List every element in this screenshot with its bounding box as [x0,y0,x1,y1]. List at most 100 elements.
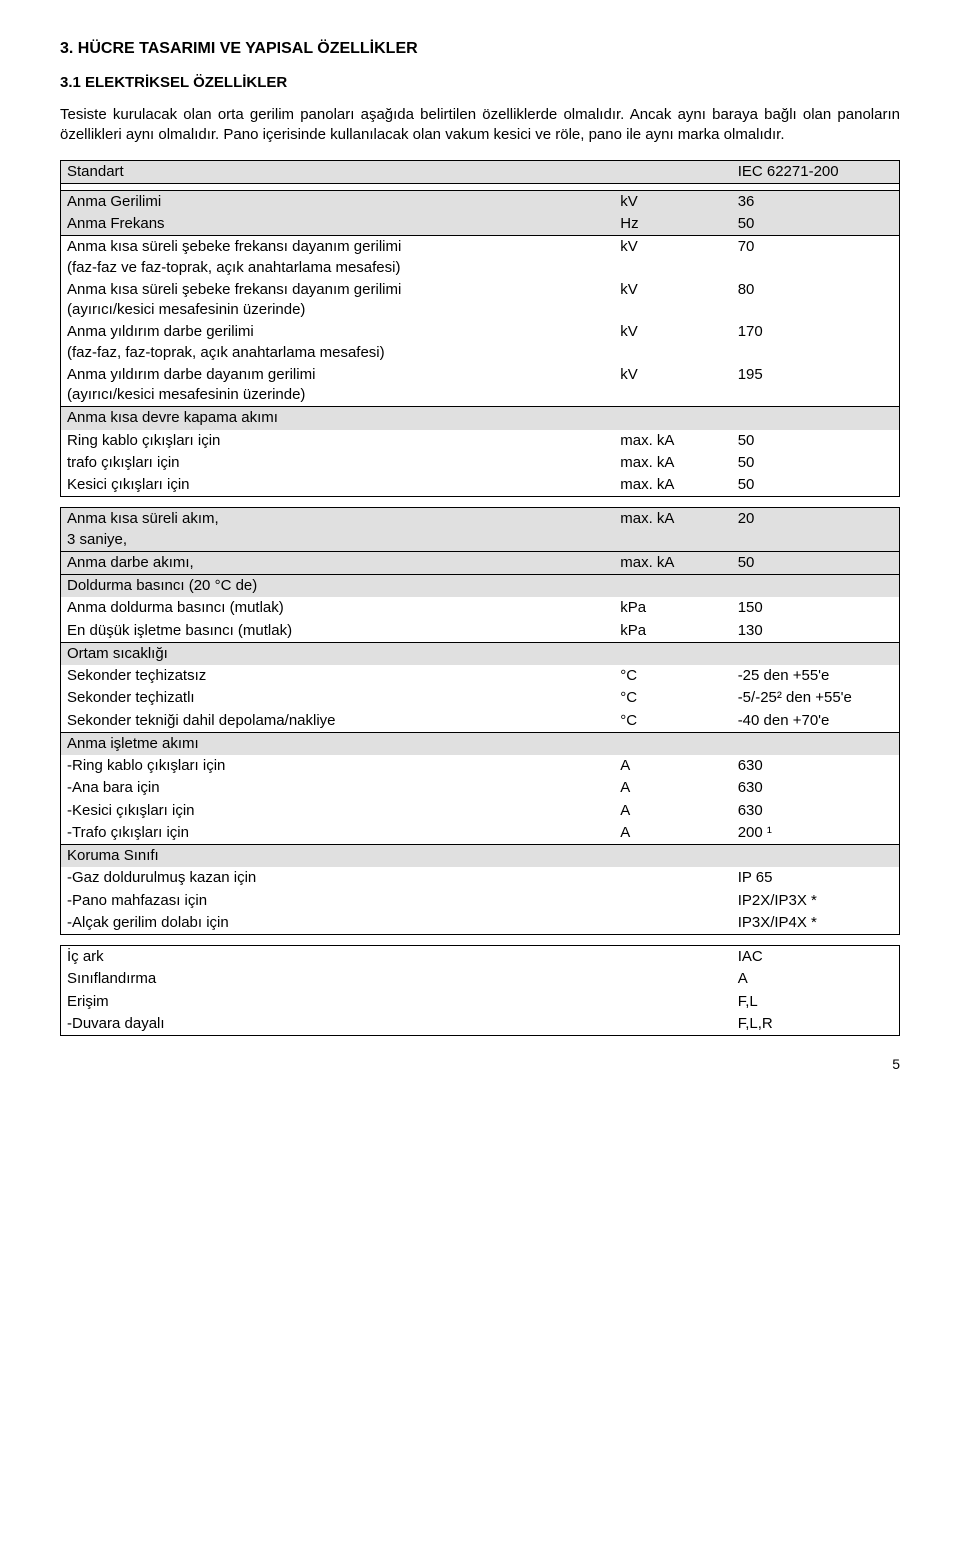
cell: 70 [732,236,900,279]
cell: Anma yıldırım darbe gerilimi (faz-faz, f… [61,321,615,364]
cell: kV [614,279,731,322]
cell: -Ana bara için [61,777,615,799]
cell [614,968,731,990]
spacer [61,183,900,190]
cell: Ring kablo çıkışları için [61,430,615,452]
cell: -5/-25² den +55'e [732,687,900,709]
cell: IP2X/IP3X * [732,890,900,912]
cell: °C [614,687,731,709]
cell: A [732,968,900,990]
cell: Erişim [61,991,615,1013]
text: Anma yıldırım darbe dayanım gerilimi (ay… [67,366,315,403]
group-header: Ortam sıcaklığı [61,642,900,665]
cell: -40 den +70'e [732,710,900,733]
heading-1: 3. HÜCRE TASARIMI VE YAPISAL ÖZELLİKLER [60,40,900,58]
cell: Anma darbe akımı, [61,551,615,574]
spec-table-3: İç ark IAC Sınıflandırma A Erişim F,L -D… [60,945,900,1036]
cell: F,L,R [732,1013,900,1036]
cell: °C [614,665,731,687]
cell [614,991,731,1013]
cell: trafo çıkışları için [61,452,615,474]
cell: max. kA [614,508,731,552]
cell: 150 [732,597,900,619]
cell: 630 [732,755,900,777]
cell: max. kA [614,430,731,452]
cell: F,L [732,991,900,1013]
group-header: Anma işletme akımı [61,732,900,755]
cell: 36 [732,190,900,213]
cell: A [614,755,731,777]
cell: 170 [732,321,900,364]
cell: Anma doldurma basıncı (mutlak) [61,597,615,619]
cell: 630 [732,777,900,799]
text: Anma yıldırım darbe gerilimi (faz-faz, f… [67,323,385,360]
cell: max. kA [614,474,731,497]
cell: En düşük işletme basıncı (mutlak) [61,620,615,643]
cell: -Kesici çıkışları için [61,800,615,822]
cell [614,946,731,969]
cell: Anma Gerilimi [61,190,615,213]
cell: -Trafo çıkışları için [61,822,615,845]
cell [614,890,731,912]
cell: Sekonder teçhizatsız [61,665,615,687]
cell: Anma yıldırım darbe dayanım gerilimi (ay… [61,364,615,407]
spec-table-1: Standart IEC 62271-200 Anma Gerilimi kV … [60,160,900,498]
cell: -Gaz doldurulmuş kazan için [61,867,615,889]
cell: 50 [732,452,900,474]
cell [614,867,731,889]
cell [614,1013,731,1036]
cell: Anma Frekans [61,213,615,236]
cell: IP 65 [732,867,900,889]
heading-2: 3.1 ELEKTRİKSEL ÖZELLİKLER [60,74,900,91]
cell: İç ark [61,946,615,969]
cell [614,160,731,183]
cell: kV [614,236,731,279]
page-number: 5 [60,1056,900,1072]
text: Anma kısa süreli akım, 3 saniye, [67,510,219,547]
cell: 20 [732,508,900,552]
cell: kPa [614,597,731,619]
cell: 630 [732,800,900,822]
text: Anma kısa süreli şebeke frekansı dayanım… [67,238,401,275]
cell: °C [614,710,731,733]
cell: IAC [732,946,900,969]
intro-paragraph: Tesiste kurulacak olan orta gerilim pano… [60,105,900,146]
text: Anma kısa süreli şebeke frekansı dayanım… [67,281,401,318]
cell: 50 [732,474,900,497]
cell: IP3X/IP4X * [732,912,900,935]
cell: A [614,822,731,845]
cell: A [614,777,731,799]
cell: 200 ¹ [732,822,900,845]
cell: kPa [614,620,731,643]
cell: Hz [614,213,731,236]
cell: 50 [732,430,900,452]
standard-value: IEC 62271-200 [732,160,900,183]
cell: 50 [732,551,900,574]
cell: max. kA [614,452,731,474]
cell: Sekonder tekniği dahil depolama/nakliye [61,710,615,733]
cell: Anma kısa süreli şebeke frekansı dayanım… [61,236,615,279]
cell: kV [614,190,731,213]
cell: max. kA [614,551,731,574]
cell: -Ring kablo çıkışları için [61,755,615,777]
cell: kV [614,364,731,407]
cell: 80 [732,279,900,322]
standard-label: Standart [61,160,615,183]
group-header: Anma kısa devre kapama akımı [61,407,900,430]
cell: -Alçak gerilim dolabı için [61,912,615,935]
cell: 50 [732,213,900,236]
cell: -25 den +55'e [732,665,900,687]
cell: A [614,800,731,822]
cell [614,912,731,935]
cell: Anma kısa süreli akım, 3 saniye, [61,508,615,552]
spec-table-2: Anma kısa süreli akım, 3 saniye, max. kA… [60,507,900,935]
cell: 130 [732,620,900,643]
group-header: Doldurma basıncı (20 °C de) [61,575,900,598]
cell: Anma kısa süreli şebeke frekansı dayanım… [61,279,615,322]
cell: -Pano mahfazası için [61,890,615,912]
cell: Sekonder teçhizatlı [61,687,615,709]
cell: 195 [732,364,900,407]
cell: Sınıflandırma [61,968,615,990]
cell: Kesici çıkışları için [61,474,615,497]
group-header: Koruma Sınıfı [61,845,900,868]
